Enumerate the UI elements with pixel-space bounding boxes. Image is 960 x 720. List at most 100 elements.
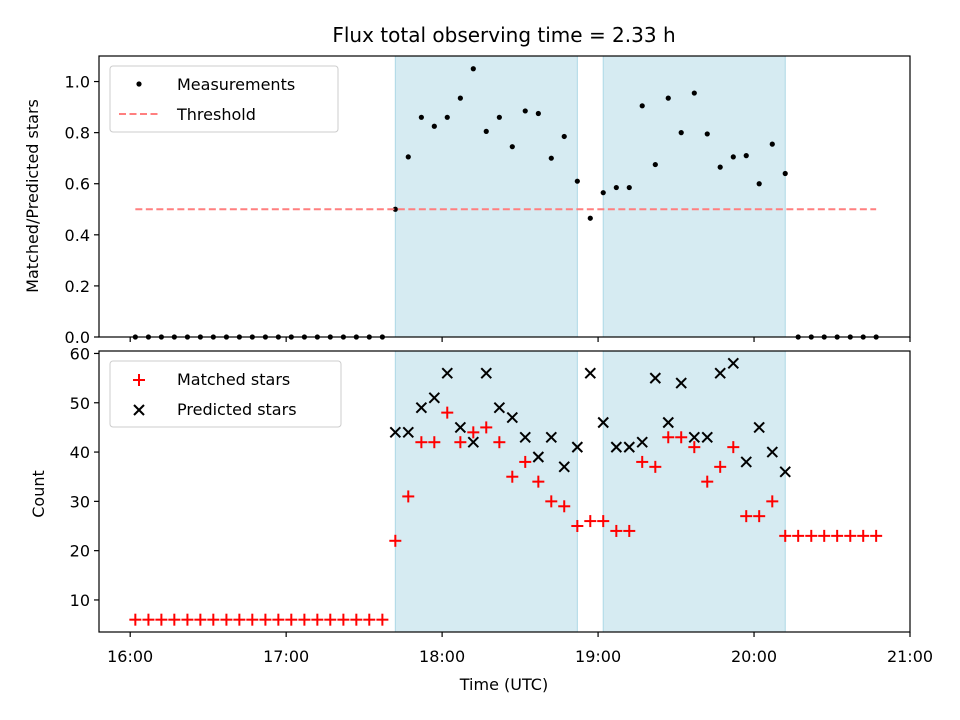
matched-stars-point	[792, 529, 805, 542]
matched-stars-point	[844, 529, 857, 542]
measurement-point	[522, 108, 528, 114]
measurement-point	[600, 190, 606, 196]
matched-stars-point	[493, 436, 506, 449]
top-axes-frame	[98, 55, 911, 338]
matched-stars-point	[740, 510, 753, 523]
measurement-point	[392, 206, 398, 212]
matched-stars-point	[337, 613, 350, 626]
matched-stars-point	[415, 436, 428, 449]
predicted-stars-point	[662, 416, 674, 429]
measurement-point	[756, 181, 762, 187]
measurement-point	[470, 66, 476, 72]
top-ytick-label: 0.8	[65, 124, 90, 143]
measurement-point	[717, 164, 723, 170]
matched-stars-point	[714, 460, 727, 473]
matched-stars-point	[272, 613, 285, 626]
matched-stars-point	[636, 455, 649, 468]
matched-stars-point	[298, 613, 311, 626]
measurement-point	[431, 123, 437, 129]
bottom-y-ticks: 10 20 30 40 50 60	[70, 344, 99, 610]
bottom-x-ticks: 16:00 17:00 18:00 19:00 20:00 21:00	[107, 632, 933, 666]
measurement-point	[730, 154, 736, 160]
matched-stars-point	[558, 500, 571, 513]
measurement-point	[561, 133, 567, 140]
bottom-data-layer	[129, 357, 883, 626]
measurement-point	[626, 184, 632, 191]
top-legend-box	[109, 65, 339, 133]
top-ytick-label: 0.0	[65, 328, 90, 347]
matched-stars-point	[363, 613, 376, 626]
predicted-stars-point	[727, 357, 740, 370]
measurement-point	[418, 114, 424, 120]
matched-stars-point	[324, 613, 337, 626]
predicted-stars-point	[545, 431, 557, 443]
matched-stars-point	[805, 529, 818, 542]
bottom-shaded-intervals	[394, 350, 786, 633]
xtick-label: 16:00	[107, 647, 153, 666]
legend-matched-label: Matched stars	[177, 370, 290, 389]
top-ytick-label: 0.4	[65, 226, 90, 245]
predicted-stars-point	[584, 367, 596, 379]
matched-stars-point	[649, 460, 662, 473]
matched-stars-point	[727, 441, 740, 454]
matched-stars-point	[285, 613, 298, 626]
x-axis-label: Time (UTC)	[459, 675, 548, 694]
matched-stars-point	[376, 613, 389, 626]
predicted-stars-point	[571, 441, 584, 453]
measurement-point	[574, 178, 580, 184]
bottom-panel: 10 20 30 40 50 60 16:00 17:00 18:00 19:00 20:00 21…	[29, 344, 933, 694]
measurement-point	[691, 90, 697, 96]
predicted-stars-point	[506, 411, 519, 424]
measurement-point	[613, 184, 619, 191]
top-data-layer	[132, 66, 879, 340]
matched-stars-point	[766, 495, 779, 508]
predicted-stars-point	[701, 431, 713, 443]
chart-title: Flux total observing time = 2.33 h	[332, 23, 675, 47]
measurement-point	[782, 170, 788, 177]
legend-measurements-marker	[136, 81, 142, 87]
legend-predicted-label: Predicted stars	[177, 400, 297, 419]
matched-stars-point	[571, 520, 584, 533]
predicted-stars-point	[480, 367, 492, 379]
bot-shaded-interval-0	[394, 350, 578, 633]
matched-stars-point	[142, 613, 155, 626]
bottom-legend-box	[109, 360, 342, 428]
predicted-stars-point	[753, 421, 765, 434]
legend-predicted-marker	[133, 404, 145, 416]
top-ytick-label: 0.2	[65, 277, 90, 296]
matched-stars-point	[207, 613, 220, 626]
matched-stars-point	[233, 613, 246, 626]
matched-stars-point	[519, 455, 532, 468]
measurement-point	[743, 153, 749, 159]
bot-ytick-label: 30	[70, 492, 90, 511]
bottom-y-axis-label: Count	[29, 470, 48, 518]
matched-stars-point	[545, 495, 558, 508]
matched-stars-point	[688, 441, 701, 454]
top-legend: Measurements Threshold	[109, 65, 339, 133]
xtick-label: 20:00	[731, 647, 777, 666]
predicted-stars-point	[428, 392, 441, 404]
matched-stars-point	[818, 529, 831, 542]
matched-stars-point	[350, 613, 363, 626]
predicted-stars-point	[636, 436, 648, 448]
measurement-point	[405, 154, 411, 160]
bot-ytick-label: 60	[70, 344, 90, 363]
matched-stars-point	[753, 510, 766, 523]
matched-stars-point	[311, 613, 324, 626]
matched-stars-point	[220, 613, 233, 626]
matched-stars-point	[428, 436, 441, 449]
bot-ytick-label: 40	[70, 443, 90, 462]
measurement-point	[483, 128, 489, 134]
matched-stars-point	[467, 426, 480, 439]
predicted-stars-point	[389, 426, 402, 439]
measurement-point	[444, 114, 450, 120]
matched-stars-point	[480, 421, 493, 434]
measurement-point	[509, 144, 515, 150]
predicted-stars-point	[675, 377, 687, 389]
matched-stars-point	[402, 490, 415, 503]
predicted-stars-point	[454, 421, 467, 434]
matched-stars-point	[454, 436, 467, 449]
measurement-point	[652, 161, 658, 168]
matched-stars-point	[181, 613, 194, 626]
predicted-stars-point	[610, 441, 623, 453]
